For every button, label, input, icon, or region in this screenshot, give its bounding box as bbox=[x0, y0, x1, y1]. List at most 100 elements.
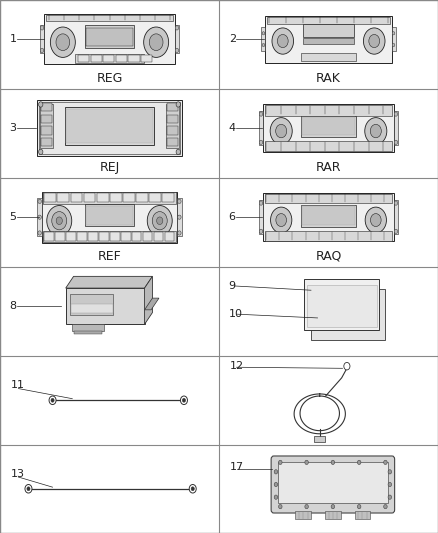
Bar bbox=[167, 115, 178, 123]
Circle shape bbox=[394, 140, 398, 144]
Bar bbox=[267, 17, 390, 25]
Circle shape bbox=[262, 43, 265, 46]
Bar bbox=[66, 232, 76, 241]
Circle shape bbox=[144, 27, 169, 58]
Polygon shape bbox=[145, 298, 159, 310]
Text: 6: 6 bbox=[229, 212, 236, 222]
Circle shape bbox=[178, 215, 181, 219]
Circle shape bbox=[38, 231, 41, 235]
Bar bbox=[263, 193, 394, 241]
Bar bbox=[75, 54, 144, 63]
Bar bbox=[304, 279, 379, 330]
Circle shape bbox=[394, 229, 398, 233]
Bar bbox=[392, 27, 396, 51]
Bar bbox=[167, 126, 178, 135]
Bar bbox=[72, 324, 104, 332]
Circle shape bbox=[50, 27, 75, 58]
Circle shape bbox=[27, 487, 30, 491]
Bar bbox=[40, 103, 53, 148]
Bar bbox=[307, 285, 377, 327]
Polygon shape bbox=[66, 276, 152, 288]
Bar bbox=[175, 25, 179, 53]
Circle shape bbox=[259, 140, 263, 144]
Circle shape bbox=[305, 504, 308, 508]
Circle shape bbox=[274, 495, 278, 499]
Bar bbox=[44, 14, 175, 64]
Bar bbox=[167, 103, 178, 111]
Bar bbox=[57, 193, 69, 202]
Circle shape bbox=[365, 207, 386, 233]
Circle shape bbox=[152, 212, 167, 230]
Circle shape bbox=[384, 504, 387, 508]
Text: RAQ: RAQ bbox=[315, 250, 342, 263]
Circle shape bbox=[279, 460, 282, 464]
Bar bbox=[41, 103, 52, 111]
Bar bbox=[77, 232, 87, 241]
Bar bbox=[259, 200, 263, 234]
Polygon shape bbox=[145, 276, 152, 324]
Bar bbox=[394, 111, 398, 145]
Circle shape bbox=[364, 28, 385, 54]
Circle shape bbox=[191, 487, 194, 491]
Bar bbox=[71, 193, 82, 202]
Bar bbox=[303, 23, 354, 37]
Bar bbox=[40, 25, 44, 53]
Text: 8: 8 bbox=[10, 301, 17, 311]
Bar bbox=[165, 232, 174, 241]
Bar bbox=[78, 55, 89, 62]
Circle shape bbox=[40, 49, 44, 53]
Bar bbox=[177, 198, 182, 236]
Circle shape bbox=[175, 49, 179, 53]
Circle shape bbox=[270, 118, 292, 144]
Circle shape bbox=[157, 217, 163, 224]
Circle shape bbox=[369, 35, 380, 47]
Circle shape bbox=[147, 206, 172, 236]
Bar bbox=[91, 55, 102, 62]
Bar bbox=[42, 192, 177, 243]
Bar bbox=[46, 15, 173, 21]
Bar bbox=[99, 232, 109, 241]
Circle shape bbox=[357, 460, 361, 464]
Circle shape bbox=[384, 460, 387, 464]
Circle shape bbox=[56, 34, 70, 51]
Circle shape bbox=[49, 396, 56, 405]
Bar bbox=[123, 193, 135, 202]
Text: REJ: REJ bbox=[99, 161, 120, 174]
Circle shape bbox=[394, 201, 398, 205]
Bar bbox=[116, 55, 127, 62]
Text: 13: 13 bbox=[11, 469, 25, 479]
Bar bbox=[85, 26, 134, 48]
Bar bbox=[325, 511, 341, 519]
Bar bbox=[314, 436, 325, 442]
Circle shape bbox=[180, 396, 187, 405]
Text: REG: REG bbox=[96, 72, 123, 85]
Bar bbox=[74, 330, 102, 334]
Circle shape bbox=[178, 231, 181, 235]
Text: 1: 1 bbox=[10, 34, 17, 44]
Circle shape bbox=[52, 212, 67, 230]
Bar bbox=[303, 38, 354, 44]
Circle shape bbox=[25, 484, 32, 493]
Bar bbox=[103, 55, 114, 62]
Circle shape bbox=[47, 206, 72, 236]
Bar bbox=[162, 193, 174, 202]
Bar bbox=[128, 55, 140, 62]
Circle shape bbox=[357, 504, 361, 508]
Circle shape bbox=[40, 26, 44, 30]
Circle shape bbox=[38, 215, 41, 219]
Bar bbox=[265, 15, 392, 62]
Text: 2: 2 bbox=[229, 34, 236, 44]
Bar bbox=[259, 111, 263, 145]
Circle shape bbox=[38, 199, 41, 204]
Circle shape bbox=[271, 207, 292, 233]
Bar bbox=[66, 288, 145, 324]
Circle shape bbox=[392, 43, 395, 46]
Circle shape bbox=[365, 118, 387, 144]
Bar bbox=[44, 232, 54, 241]
Circle shape bbox=[394, 112, 398, 116]
Bar bbox=[41, 115, 52, 123]
Bar bbox=[97, 193, 109, 202]
Bar bbox=[301, 116, 356, 137]
Circle shape bbox=[51, 398, 54, 402]
Circle shape bbox=[182, 398, 186, 402]
